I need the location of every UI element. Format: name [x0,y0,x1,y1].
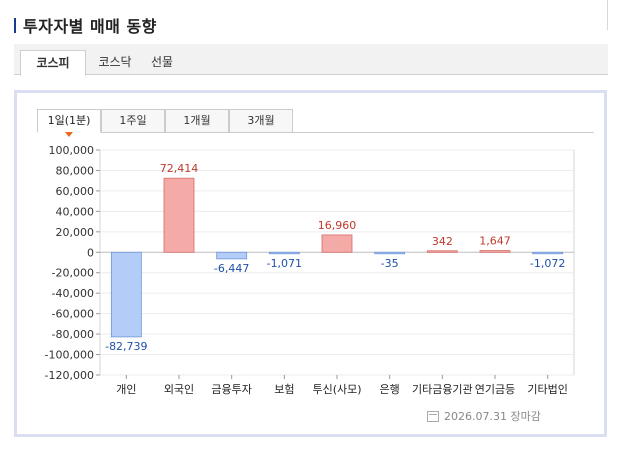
tab-kospi[interactable]: 코스피 [20,50,86,76]
y-tick-label: 80,000 [56,164,95,177]
data-label: 1,647 [479,235,511,248]
data-label: 72,414 [160,162,199,175]
tab-1day[interactable]: 1일(1분) [37,109,101,137]
bar [426,250,458,253]
x-tick-label: 외국인 [164,383,194,396]
tab-1week[interactable]: 1주일 [101,109,165,133]
chart-panel: 1일(1분) 1주일 1개월 3개월 100,000 80,000 60,000 40… [14,90,607,437]
bar [268,251,300,255]
y-tick-label: 0 [87,246,94,259]
data-label: -35 [381,257,399,270]
x-tick-label: 금융투자 [211,383,251,396]
y-tick-label: 100,000 [49,144,95,157]
data-label: 342 [432,235,453,248]
y-tick-label: -120,000 [45,369,94,382]
calendar-icon [427,410,439,422]
bar [374,251,406,255]
divider [607,0,608,30]
tab-kosdaq[interactable]: 코스닥 [98,55,132,69]
tab-1month[interactable]: 1개월 [165,109,229,133]
update-note: 2026.07.31 장마감 [427,408,541,424]
x-tick-label: 투신(사모) [312,383,361,396]
section-header: 투자자별 매매 동향 [14,12,608,38]
market-tabs: 코스피 코스닥 선물 [14,44,608,76]
y-tick-label: 40,000 [56,205,95,218]
y-tick-label: 60,000 [56,185,95,198]
data-label: -1,071 [267,257,302,270]
y-tick-label: -80,000 [52,328,94,341]
y-tick-label: -100,000 [45,349,94,362]
selected-caret-icon [65,132,73,137]
y-tick-label: -60,000 [52,308,94,321]
x-tick-label: 개인 [116,383,136,396]
title-accent-bar [14,17,16,33]
data-label: -6,447 [214,262,249,275]
y-tick-label: -20,000 [52,267,94,280]
bar [163,177,195,253]
tab-3month[interactable]: 3개월 [229,109,293,133]
data-label: -1,072 [530,257,565,270]
y-tick-label: 20,000 [56,226,95,239]
x-tick-label: 보험 [274,383,294,396]
x-tick-label: 은행 [380,383,400,396]
data-label: 16,960 [318,219,357,232]
tab-1day-label: 1일(1분) [47,114,91,127]
bar [216,251,248,260]
period-tabs: 1일(1분) 1주일 1개월 3개월 [37,107,594,137]
bar [479,250,511,253]
page-title: 투자자별 매매 동향 [23,17,157,36]
investor-bar-chart: 100,000 80,000 60,000 40,000 20,000 0 -20,000 -… [45,144,575,396]
update-date: 2026.07.31 장마감 [444,410,541,423]
bar [321,234,353,253]
data-label: -82,739 [105,340,147,353]
bar [110,251,142,338]
x-tick-label: 연기금등 [475,383,515,396]
x-tick-label: 기타금융기관 [412,383,473,396]
y-tick-label: -40,000 [52,287,94,300]
tab-futures[interactable]: 선물 [150,55,174,69]
x-tick-label: 기타법인 [527,383,567,396]
bar [532,251,564,255]
